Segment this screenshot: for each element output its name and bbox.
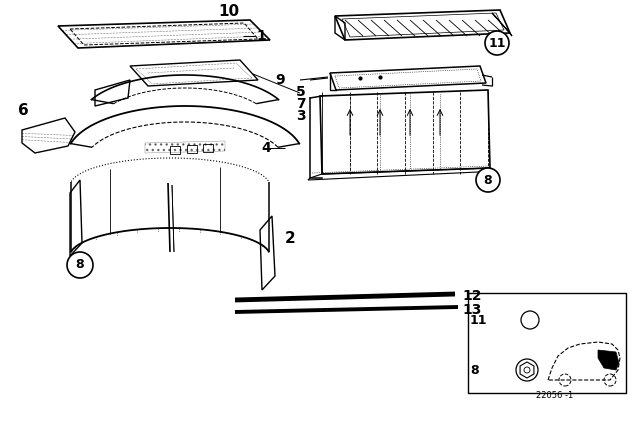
Circle shape <box>516 359 538 381</box>
Text: 10: 10 <box>218 4 239 18</box>
Text: 11: 11 <box>470 314 488 327</box>
Text: 1: 1 <box>256 29 266 43</box>
Bar <box>203 144 213 152</box>
Text: 8: 8 <box>76 258 84 271</box>
Bar <box>170 146 180 154</box>
Text: 12: 12 <box>462 289 481 303</box>
Text: 6: 6 <box>18 103 29 117</box>
Text: 7: 7 <box>296 97 306 111</box>
Text: 3: 3 <box>296 109 306 123</box>
Text: 13: 13 <box>462 303 481 317</box>
Text: 4: 4 <box>261 141 271 155</box>
Text: 11: 11 <box>488 36 506 49</box>
Circle shape <box>67 252 93 278</box>
Text: 2: 2 <box>285 231 296 246</box>
Bar <box>468 293 626 393</box>
Circle shape <box>485 31 509 55</box>
Circle shape <box>476 168 500 192</box>
Text: 8: 8 <box>484 173 492 186</box>
Circle shape <box>524 367 530 373</box>
Text: 5: 5 <box>296 85 306 99</box>
Circle shape <box>521 311 539 329</box>
Bar <box>187 145 197 153</box>
Text: 22056 -1: 22056 -1 <box>536 391 573 400</box>
Text: 9: 9 <box>275 73 285 87</box>
Text: 8: 8 <box>470 363 479 376</box>
Polygon shape <box>598 350 619 370</box>
